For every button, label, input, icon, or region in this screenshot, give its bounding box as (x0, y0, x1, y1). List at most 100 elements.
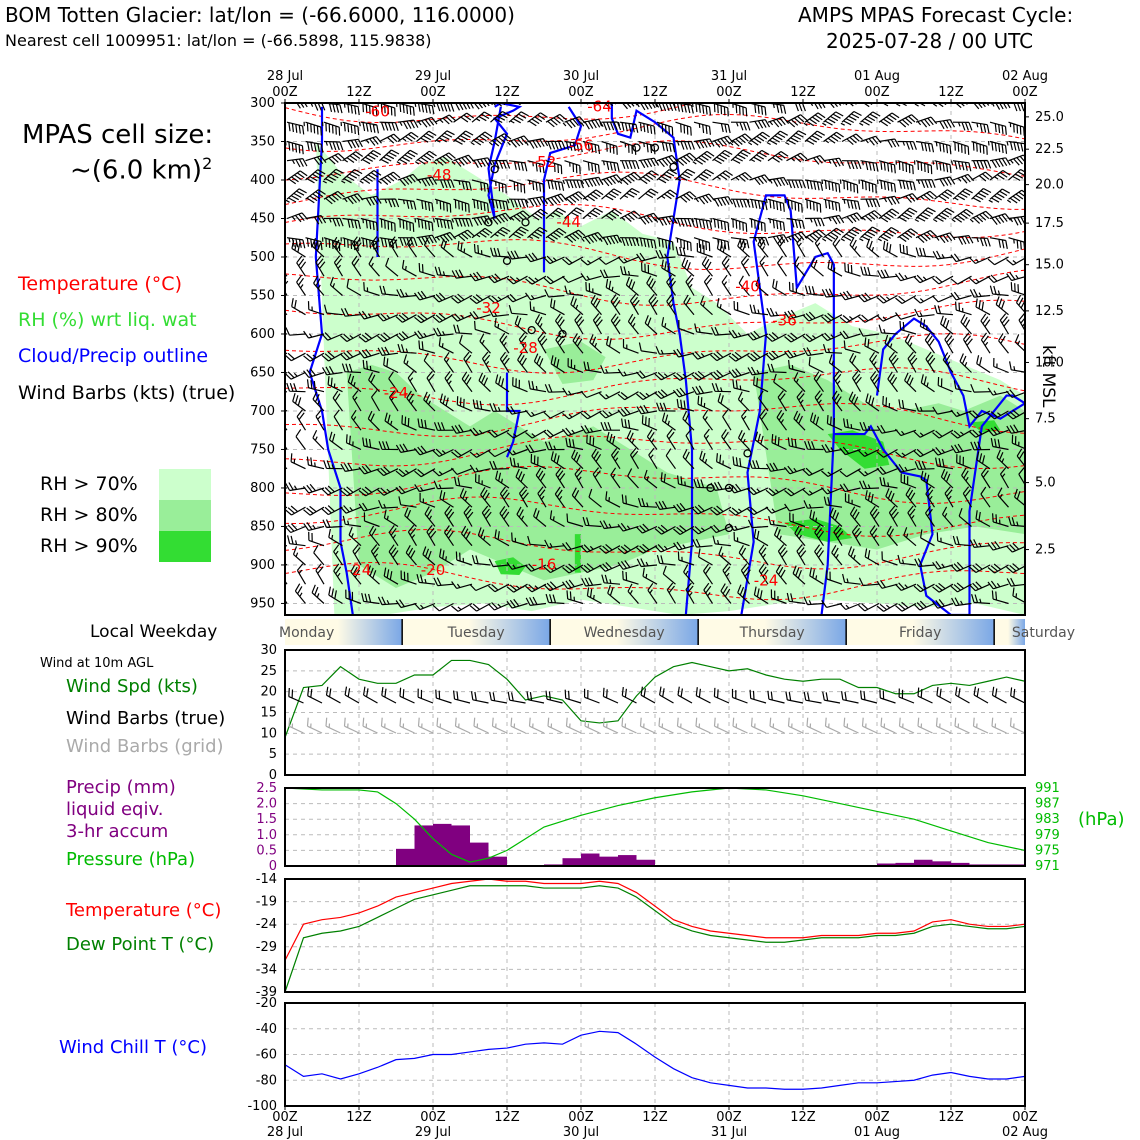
bottom-axis-time: 00Z (568, 1110, 594, 1125)
wind-barb (636, 391, 658, 401)
wind-barb (886, 525, 898, 547)
wind-barb (401, 259, 417, 277)
wind-barb (995, 296, 1009, 316)
wind-barb (952, 235, 974, 245)
wind-barb (814, 390, 825, 412)
wind-barb (996, 449, 1009, 470)
wind-barb (313, 544, 325, 566)
wind-barb (405, 545, 417, 566)
wind-barb (340, 462, 362, 472)
precip-panel-ytick-label: 0.5 (256, 843, 277, 858)
wind-barb (296, 255, 307, 277)
wind-barb (642, 567, 658, 585)
wind-barb (722, 409, 732, 431)
wind-barb (383, 356, 399, 374)
wind-barb (463, 351, 473, 373)
weekday-name: Saturday (1012, 625, 1075, 641)
cell-size-text: ~(6.0 km) (70, 155, 203, 186)
wind-barb (940, 468, 954, 489)
wind-barb (487, 602, 510, 611)
wind-barb (716, 240, 732, 258)
temp-panel-label: Temperature (°C) (66, 900, 222, 921)
wind-barb (865, 393, 880, 412)
wind-barb (328, 528, 343, 547)
surface-wind-barb (526, 691, 545, 704)
wind-barb (971, 159, 992, 169)
grid-wind-barb (861, 717, 878, 734)
wind-barb (989, 169, 1011, 181)
kft-tick-label: 5.0 (1035, 476, 1056, 491)
wind-barb (489, 460, 510, 470)
wind-barb (414, 103, 435, 115)
wind-barb (419, 492, 436, 508)
wind-barb (844, 262, 861, 277)
wind-barb (976, 451, 991, 470)
wind-barb (952, 140, 970, 155)
wind-barb (617, 121, 639, 133)
wind-barb (434, 179, 455, 189)
wind-barb (451, 293, 473, 304)
wind-barb (804, 285, 824, 297)
wind-barb (389, 236, 399, 258)
cell-size-value: ~(6.0 km)2 (70, 154, 212, 186)
wind-barb (451, 154, 475, 167)
precip-accum-label: 3-hr accum (66, 821, 169, 842)
wind-barb (971, 187, 992, 203)
wind-barb (683, 564, 695, 585)
wind-barb (638, 188, 659, 200)
wind-barb (580, 410, 602, 420)
wind-barb (453, 198, 470, 213)
wind-barb (1018, 313, 1025, 332)
wind-barb (360, 136, 382, 146)
precip-bar (581, 853, 600, 866)
wind-barb (525, 596, 547, 606)
wind-barb (710, 217, 730, 232)
wind-barb (746, 330, 769, 341)
wind-barb (661, 412, 676, 431)
wind-barb (342, 151, 364, 163)
wind-barb (312, 429, 325, 450)
wind-barb (617, 407, 639, 417)
wind-barb (323, 190, 345, 205)
wind-barb (765, 506, 787, 514)
wind-barb (989, 121, 1007, 135)
wind-barb (776, 409, 787, 431)
wind-barb (753, 376, 769, 393)
wind-barb (305, 140, 324, 153)
wind-barb (292, 393, 306, 412)
wind-barb (617, 256, 639, 264)
wind-barb (525, 444, 547, 454)
wind-barb (610, 467, 621, 489)
temperature-label: -60 (365, 103, 390, 121)
bottom-axis-time: 00Z (864, 1110, 890, 1125)
wind-barb (789, 512, 806, 528)
weekday-band (550, 619, 699, 645)
wind-barb (691, 370, 713, 381)
wind-barb (295, 429, 306, 450)
wind-barb (810, 257, 824, 277)
wind-barb (784, 309, 806, 320)
wind-barb (773, 526, 787, 547)
wind-barb (469, 271, 491, 282)
wind-barb (654, 371, 676, 381)
top-axis-time: 00Z (1012, 85, 1038, 100)
wind-barb (673, 371, 695, 381)
wind-barb (716, 453, 732, 470)
wind-barb (703, 274, 714, 296)
wind-barb (804, 179, 824, 191)
wind-barb (414, 330, 436, 340)
wind-barb (961, 467, 972, 489)
wind-barb (451, 424, 473, 434)
wind-barb (732, 379, 750, 393)
bottom-axis-time: 00Z (1012, 1110, 1038, 1125)
wind-panel-ytick-label: 10 (260, 726, 277, 741)
wind-barb (913, 583, 935, 593)
wind-barb (555, 467, 566, 489)
wind-barb (858, 314, 880, 323)
wind-barb (562, 563, 584, 574)
calm-circle (502, 256, 512, 265)
wind-barb (765, 350, 787, 361)
wind-barb (699, 450, 713, 470)
wind-barb (953, 380, 972, 393)
wind-barb (913, 448, 935, 458)
